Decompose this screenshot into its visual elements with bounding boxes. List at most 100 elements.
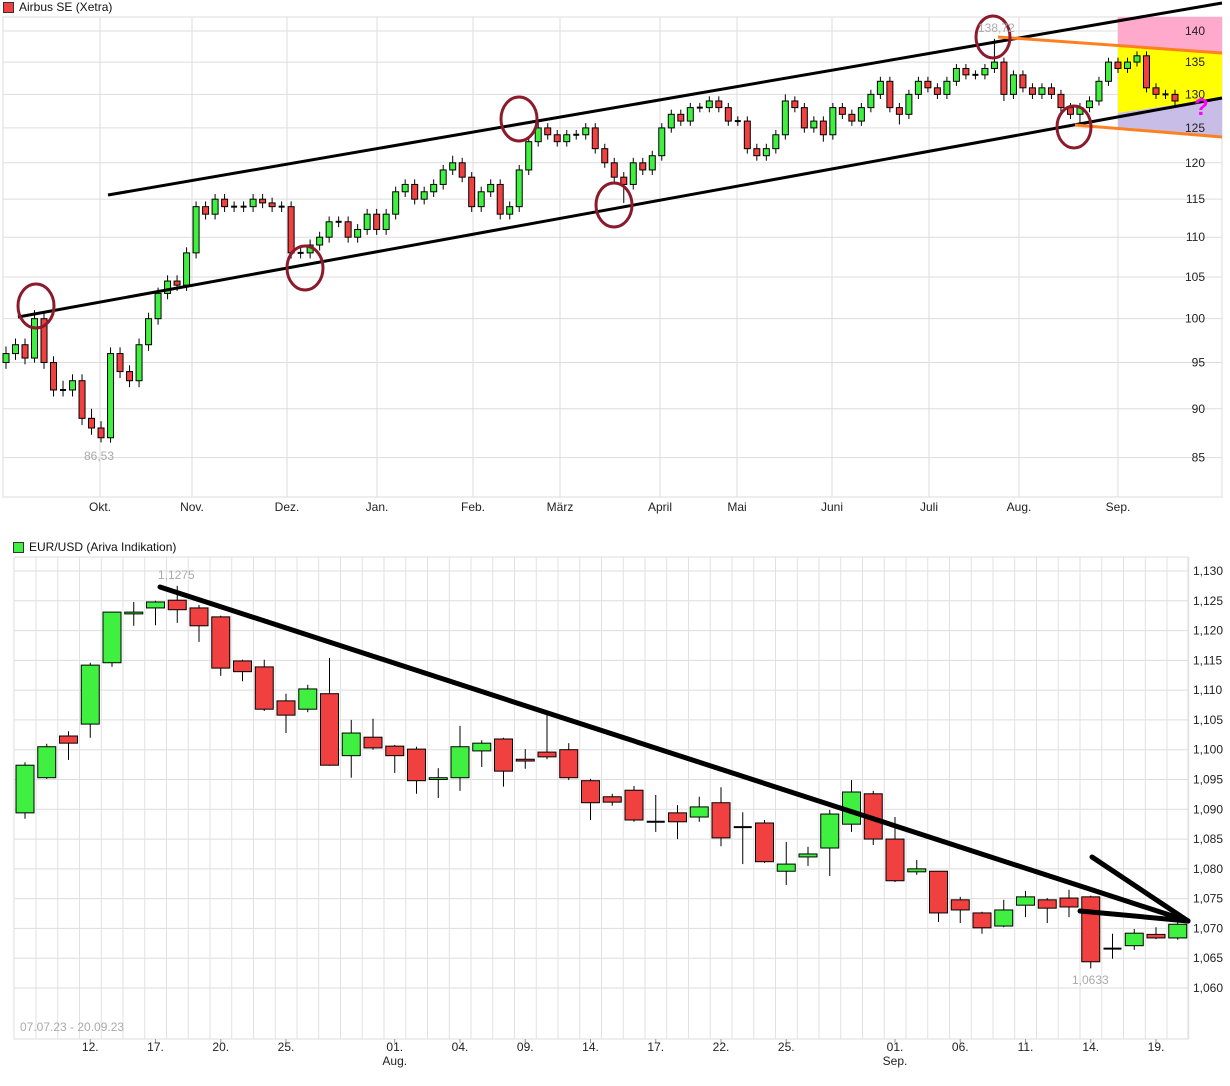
eurusd-plot-area: [13, 556, 1189, 1040]
candle: [798, 846, 818, 866]
candle: [325, 216, 333, 243]
candle-body: [724, 107, 732, 122]
candle-body: [798, 853, 818, 858]
candle-body: [711, 802, 731, 839]
candle: [145, 312, 153, 351]
eurusd-trendlines: [157, 584, 1191, 924]
candle-body: [124, 611, 144, 615]
candle: [344, 216, 352, 243]
candle-body: [1057, 93, 1065, 109]
x-tick-label: 22.: [713, 1040, 730, 1054]
candle: [1114, 57, 1122, 73]
candle: [189, 604, 209, 642]
y-tick-label: 1,090: [1193, 802, 1223, 816]
x-tick-label: 06.: [952, 1040, 969, 1054]
candle: [1103, 933, 1122, 959]
candle: [496, 179, 504, 220]
candle-body: [629, 162, 637, 185]
candle-body: [69, 380, 77, 391]
candle-body: [1146, 933, 1166, 939]
candle: [1000, 57, 1008, 101]
candle: [1037, 898, 1057, 924]
candle-body: [1037, 899, 1057, 909]
candle: [231, 201, 238, 212]
x-tick-label: Dez.: [275, 500, 300, 514]
y-tick-label: 1,065: [1193, 951, 1223, 965]
candle: [515, 749, 535, 769]
candle: [914, 76, 922, 99]
airbus-candles: [2, 38, 1179, 443]
candle: [1152, 83, 1160, 99]
candle-body: [1085, 100, 1093, 109]
candle-body: [1038, 87, 1046, 95]
candle: [254, 659, 274, 711]
candle-body: [468, 176, 476, 208]
short-trend-line: [1077, 908, 1191, 924]
candle: [320, 657, 339, 766]
candle: [886, 76, 894, 113]
candle: [610, 157, 618, 183]
candle: [102, 611, 122, 667]
candle-body: [791, 100, 799, 109]
candle: [696, 102, 703, 113]
candle-body: [259, 198, 267, 204]
candle: [78, 374, 86, 426]
y-tick-label: 1,115: [1193, 653, 1222, 667]
candle: [69, 374, 77, 397]
touch-circle: [974, 14, 1012, 60]
candle-body: [1114, 61, 1122, 69]
candle-body: [221, 198, 229, 208]
candle-body: [487, 183, 495, 193]
candle: [1047, 83, 1055, 99]
candle: [755, 820, 774, 863]
candle: [1142, 51, 1150, 93]
channel-lower-line: [17, 96, 1223, 319]
candle: [907, 859, 927, 875]
candle-body: [1142, 55, 1150, 89]
candle-body: [211, 616, 231, 669]
candle: [648, 150, 656, 175]
candle: [950, 896, 970, 924]
touch-circles: [16, 14, 1093, 330]
candle-body: [40, 318, 48, 364]
candle: [385, 744, 405, 773]
candle: [37, 743, 57, 779]
candle: [298, 684, 318, 713]
candle: [477, 186, 485, 212]
eurusd-legend-label: EUR/USD (Ariva Indikation): [29, 540, 177, 554]
candle: [259, 193, 267, 209]
projection-zone-top: [1118, 17, 1222, 52]
x-tick-label: 20.: [212, 1040, 229, 1054]
x-tick-label: 12.: [82, 1040, 99, 1054]
airbus-legend-label: Airbus SE (Xetra): [19, 0, 113, 14]
candle: [629, 157, 637, 190]
x-tick-label: 17.: [147, 1040, 164, 1054]
touch-circle: [499, 95, 539, 143]
y-tick-label: 1,120: [1193, 624, 1223, 638]
candle: [1095, 76, 1103, 106]
candle: [863, 790, 883, 846]
candle-body: [97, 427, 105, 439]
date-range-label: 07.07.23 - 20.09.23: [20, 1020, 124, 1034]
candle-body: [31, 318, 39, 359]
candle: [428, 768, 448, 798]
candle-body: [1123, 61, 1131, 69]
candle-body: [895, 107, 903, 115]
candle: [50, 356, 58, 397]
candle-body: [173, 280, 181, 286]
airbus-chart: 85 90 95 100 105 110 115 120 125 130 135 140 Okt. No…: [2, 1, 1223, 514]
candle: [776, 842, 796, 885]
candle-body: [164, 280, 172, 294]
x-tick-label: 09.: [517, 1040, 534, 1054]
eurusd-y-axis: 1,060 1,065 1,070 1,075 1,080 1,085 1,090 1,095…: [1193, 564, 1223, 995]
y-tick-label: 90: [1192, 402, 1206, 416]
candle-body: [667, 113, 675, 129]
candle-body: [107, 353, 115, 439]
candle-body: [21, 344, 29, 359]
x-tick-label: März: [547, 500, 574, 514]
candle: [335, 216, 342, 228]
candle-body: [494, 738, 513, 772]
candle-body: [211, 198, 219, 215]
candle: [838, 102, 846, 120]
candle-body: [886, 80, 894, 109]
